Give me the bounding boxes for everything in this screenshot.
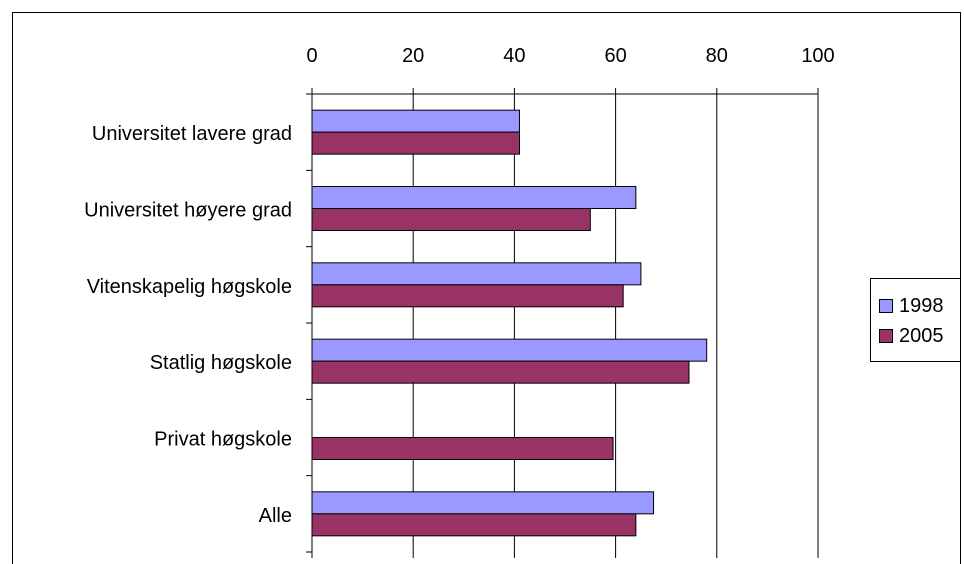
bar-2005-3 [311, 360, 690, 384]
legend: 1998 2005 [870, 278, 961, 362]
x-tick-label: 0 [306, 45, 317, 67]
x-tick-label: 20 [402, 45, 424, 67]
x-tick-label: 80 [706, 45, 728, 67]
legend-item-2005: 2005 [879, 321, 960, 351]
gridlines [412, 94, 819, 552]
bar-2005-5 [311, 513, 637, 537]
x-tick-label: 40 [503, 45, 525, 67]
x-tick-label: 60 [604, 45, 626, 67]
legend-swatch-2005 [879, 329, 893, 343]
bar-2005-4 [311, 437, 614, 460]
category-label: Universitet høyere grad [84, 200, 292, 222]
bar-1998-2 [311, 262, 642, 286]
bar-1998-1 [311, 186, 637, 209]
legend-label-1998: 1998 [899, 294, 944, 317]
category-label: Alle [259, 505, 292, 527]
legend-item-1998: 1998 [879, 291, 960, 321]
category-label: Universitet lavere grad [92, 123, 292, 145]
axis-labels: 0 20 40 60 80 100 Universitet lavere grad Unive… [84, 45, 835, 527]
bars [311, 109, 708, 537]
bar-2005-2 [311, 284, 624, 308]
legend-label-2005: 2005 [899, 324, 944, 347]
category-label: Privat høgskole [154, 429, 292, 451]
x-tick-label: 100 [801, 45, 834, 67]
bar-1998-0 [311, 109, 520, 133]
category-label: Vitenskapelig høgskole [87, 276, 292, 298]
category-label: Statlig høgskole [150, 352, 292, 374]
bar-1998-5 [311, 491, 655, 515]
axes [306, 88, 819, 558]
bar-2005-1 [311, 208, 591, 231]
bar-2005-0 [311, 131, 520, 155]
legend-swatch-1998 [879, 299, 893, 313]
bar-1998-3 [311, 338, 708, 362]
